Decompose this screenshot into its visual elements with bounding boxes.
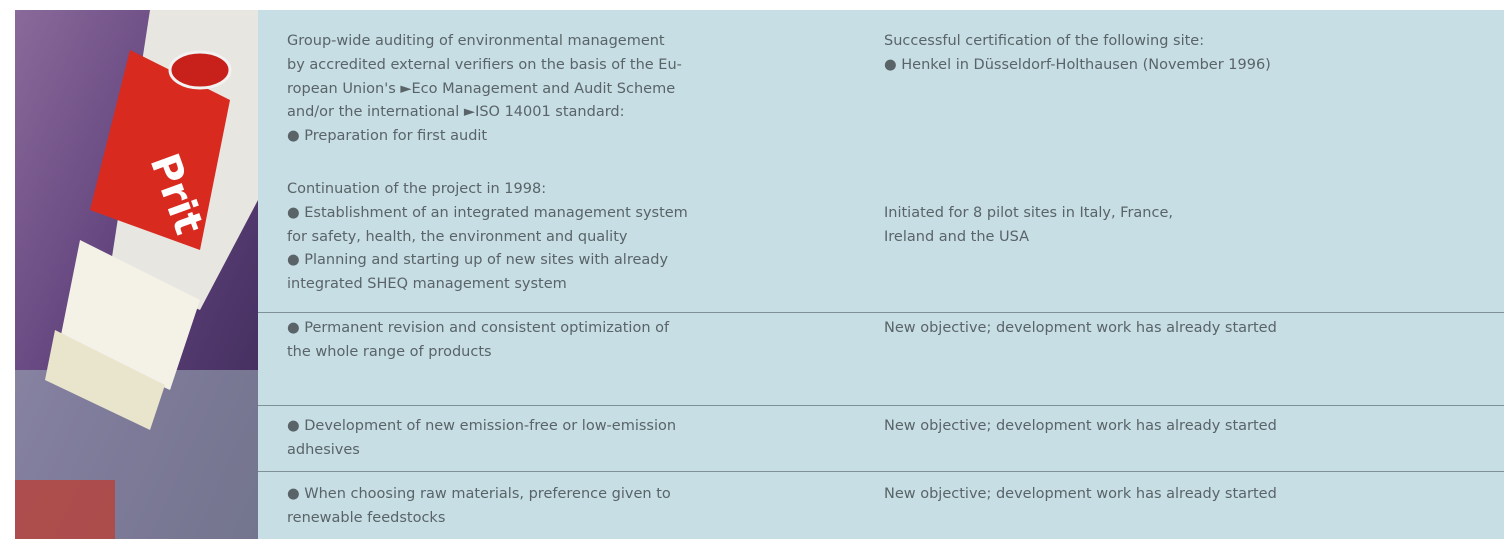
measure-line: ● Planning and starting up of new sites … [287,252,669,269]
status-line: New objective; development work has alre… [884,418,1277,434]
measure-line: ● Permanent revision and consistent opti… [287,320,670,336]
measure-line: Continuation of the project in 1998: [287,181,547,197]
measure-line: ● Establishment of an integrated managem… [287,204,688,221]
measure-line: ● Preparation for first audit [287,128,488,145]
measure-line: ● When choosing raw materials, preferenc… [287,486,671,502]
status-line: Ireland and the USA [884,228,1030,245]
table-panel [258,10,1504,539]
status-line: New objective; development work has alre… [884,486,1277,502]
row-divider [258,312,1504,313]
measure-line: ropean Union's ►Eco Management and Audit… [287,80,676,97]
measure-line: Group-wide auditing of environmental man… [287,33,665,49]
status-line: ● Henkel in Düsseldorf-Holthausen (Novem… [884,56,1271,73]
product-photo: Prit [15,10,258,539]
measure-line: and/or the international ►ISO 14001 stan… [287,104,625,121]
measure-line: by accredited external verifiers on the … [287,56,682,73]
measure-line: for safety, health, the environment and … [287,228,628,245]
status-line: New objective; development work has alre… [884,320,1277,336]
measure-line: the whole range of products [287,343,492,360]
row-divider [258,471,1504,472]
measure-line: adhesives [287,441,360,458]
row-divider [258,405,1504,406]
status-line: Successful certification of the followin… [884,33,1205,49]
measure-line: integrated SHEQ management system [287,276,567,293]
measure-line: ● Development of new emission-free or lo… [287,418,677,434]
measure-line: renewable feedstocks [287,509,446,526]
status-line: Initiated for 8 pilot sites in Italy, Fr… [884,205,1174,221]
